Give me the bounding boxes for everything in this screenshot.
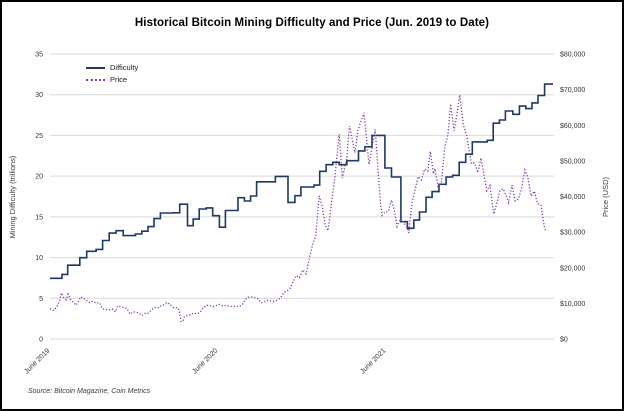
difficulty-line-swatch xyxy=(86,66,105,69)
legend: Difficulty Price xyxy=(86,62,138,85)
legend-item-price: Price xyxy=(86,74,138,85)
right-tick-label: $0 xyxy=(560,337,568,344)
x-tick-label: June 2020 xyxy=(191,347,219,375)
right-tick-label: $30,000 xyxy=(560,230,585,237)
source-note: Source: Bitcoin Magazine, Coin Metrics xyxy=(28,388,151,395)
legend-label-price: Price xyxy=(110,75,128,84)
left-tick-label: 15 xyxy=(35,214,43,221)
left-tick-label: 25 xyxy=(35,133,43,140)
left-tick-label: 35 xyxy=(35,52,43,59)
right-tick-label: $20,000 xyxy=(560,265,585,272)
x-tick-label: June 2021 xyxy=(359,347,387,375)
left-tick-label: 30 xyxy=(35,92,43,99)
right-tick-label: $40,000 xyxy=(560,194,585,201)
right-axis-title: Price (USD) xyxy=(601,177,610,218)
right-tick-label: $80,000 xyxy=(560,52,585,59)
left-tick-label: 5 xyxy=(39,296,43,303)
price-line xyxy=(49,94,547,323)
price-line-swatch xyxy=(86,78,105,81)
right-tick-label: $60,000 xyxy=(560,123,585,130)
right-tick-label: $70,000 xyxy=(560,87,585,94)
right-tick-label: $10,000 xyxy=(560,301,585,308)
difficulty-line xyxy=(50,83,553,280)
right-tick-label: $50,000 xyxy=(560,158,585,165)
left-tick-label: 10 xyxy=(35,255,43,262)
chart-title: Historical Bitcoin Mining Difficulty and… xyxy=(134,17,490,29)
legend-item-difficulty: Difficulty xyxy=(86,62,138,73)
left-tick-label: 20 xyxy=(35,174,43,181)
left-axis-title: Mining Difficulty (trillions) xyxy=(8,155,17,238)
legend-label-difficulty: Difficulty xyxy=(110,63,139,72)
x-tick-label: June 2019 xyxy=(23,347,51,375)
left-tick-label: 0 xyxy=(39,337,43,344)
